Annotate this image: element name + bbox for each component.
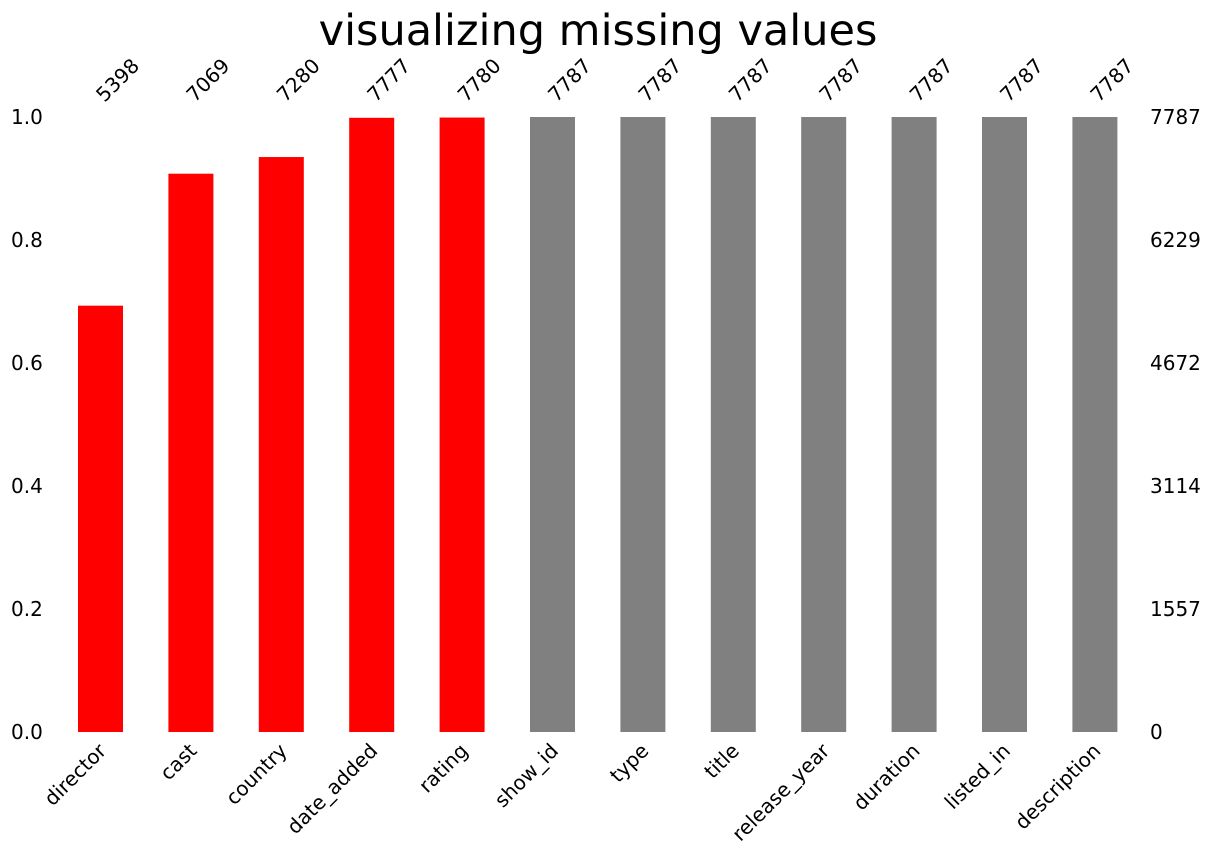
bar-cast bbox=[168, 173, 214, 732]
category-label-director: director bbox=[39, 738, 111, 810]
left-tick-label: 0.2 bbox=[11, 597, 43, 621]
category-label-release_year: release_year bbox=[727, 738, 835, 846]
bar-date_added bbox=[349, 117, 395, 733]
left-tick-label: 0.6 bbox=[11, 351, 43, 375]
count-label-listed_in: 7787 bbox=[995, 54, 1048, 107]
right-axis-ticks: 0 1557 3114 4672 6229 7787 bbox=[1150, 105, 1201, 744]
category-label-country: country bbox=[221, 738, 292, 809]
category-label-date_added: date_added bbox=[282, 739, 382, 839]
count-label-release_year: 7787 bbox=[814, 54, 867, 107]
category-label-duration: duration bbox=[848, 739, 924, 815]
right-tick-label: 4672 bbox=[1150, 351, 1201, 375]
category-label-cast: cast bbox=[155, 738, 201, 784]
right-tick-label: 3114 bbox=[1150, 474, 1201, 498]
bar-director bbox=[78, 305, 123, 732]
count-label-director: 5398 bbox=[91, 54, 144, 107]
count-label-description: 7787 bbox=[1085, 54, 1138, 107]
category-label-rating: rating bbox=[414, 739, 473, 798]
category-label-show_id: show_id bbox=[490, 739, 564, 813]
bar-listed_in bbox=[982, 117, 1027, 732]
left-tick-label: 0.8 bbox=[11, 228, 43, 252]
category-label-title: title bbox=[699, 739, 744, 784]
left-tick-label: 0.0 bbox=[11, 720, 43, 744]
bars-group bbox=[78, 117, 1118, 733]
count-label-title: 7787 bbox=[724, 54, 777, 107]
count-label-country: 7280 bbox=[272, 54, 325, 107]
bar-description bbox=[1072, 117, 1118, 732]
count-label-rating: 7780 bbox=[453, 54, 506, 107]
category-label-type: type bbox=[605, 739, 654, 788]
bar-country bbox=[258, 157, 304, 733]
right-tick-label: 0 bbox=[1150, 720, 1163, 744]
left-tick-label: 1.0 bbox=[11, 105, 43, 129]
right-tick-label: 6229 bbox=[1150, 228, 1201, 252]
count-label-type: 7787 bbox=[633, 54, 686, 107]
category-label-listed_in: listed_in bbox=[940, 739, 1015, 814]
bar-type bbox=[620, 117, 666, 732]
category-label-description: description bbox=[1010, 739, 1106, 835]
bar-title bbox=[710, 117, 756, 732]
count-label-date_added: 7777 bbox=[362, 54, 415, 107]
bar-show_id bbox=[530, 117, 575, 732]
left-axis-ticks: 0.0 0.2 0.4 0.6 0.8 1.0 bbox=[11, 105, 43, 744]
count-label-duration: 7787 bbox=[905, 54, 958, 107]
count-label-show_id: 7787 bbox=[543, 54, 596, 107]
bar-duration bbox=[891, 117, 937, 732]
right-tick-label: 1557 bbox=[1150, 597, 1201, 621]
left-tick-label: 0.4 bbox=[11, 474, 43, 498]
count-label-cast: 7069 bbox=[181, 54, 234, 107]
right-tick-label: 7787 bbox=[1150, 105, 1201, 129]
bar-release_year bbox=[801, 117, 847, 732]
count-labels-group: 5398 7069 7280 7777 7780 7787 7787 7787 7787 7787… bbox=[91, 54, 1138, 107]
bar-rating bbox=[439, 117, 485, 733]
chart-title: visualizing missing values bbox=[319, 6, 878, 56]
